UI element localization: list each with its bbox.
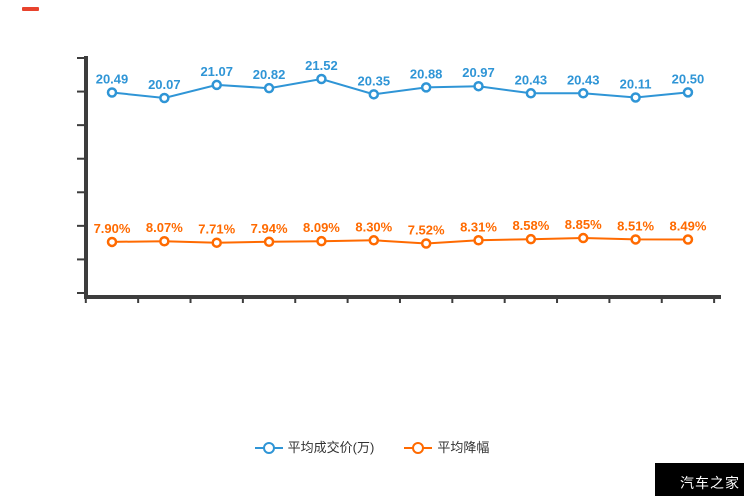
- legend-item-avg-price[interactable]: 平均成交价(万): [254, 440, 375, 455]
- svg-text:7.94%: 7.94%: [251, 221, 288, 236]
- svg-text:8.09%: 8.09%: [303, 220, 340, 235]
- series-1: 7.90% 8.07% 7.71% 7.94% 8.09% 8.30% 7.52% 8.31%…: [94, 217, 707, 249]
- svg-text:20.07: 20.07: [148, 77, 181, 92]
- axes: [77, 56, 721, 303]
- svg-text:8.85%: 8.85%: [565, 217, 602, 232]
- svg-text:7.90%: 7.90%: [94, 221, 131, 236]
- legend-label-avg-discount: 平均降幅: [437, 440, 490, 455]
- chart-legend: 平均成交价(万) 平均降幅: [0, 441, 744, 455]
- svg-text:20.11: 20.11: [620, 76, 652, 91]
- svg-text:8.49%: 8.49%: [670, 219, 707, 234]
- chart-area: 20.49 20.07 21.07 20.82 21.52 20.35 20.88 20.97…: [77, 56, 721, 303]
- legend-label-avg-price: 平均成交价(万): [287, 440, 375, 455]
- svg-text:20.88: 20.88: [410, 66, 443, 81]
- legend-ring-icon: [412, 442, 425, 454]
- svg-text:20.97: 20.97: [462, 65, 495, 80]
- svg-text:20.35: 20.35: [358, 73, 391, 88]
- svg-text:21.52: 21.52: [305, 58, 338, 73]
- line-marker-icon: [404, 441, 433, 455]
- line-marker-icon: [254, 441, 283, 455]
- svg-text:20.49: 20.49: [96, 71, 129, 86]
- svg-text:20.43: 20.43: [515, 72, 548, 87]
- svg-text:8.51%: 8.51%: [617, 218, 654, 233]
- red-dash-mark: [22, 7, 39, 11]
- svg-text:7.52%: 7.52%: [408, 223, 445, 238]
- svg-text:8.07%: 8.07%: [146, 220, 183, 235]
- chart-svg: 20.49 20.07 21.07 20.82 21.52 20.35 20.88 20.97…: [77, 56, 721, 303]
- watermark-autohome: 汽车之家: [655, 463, 744, 496]
- svg-text:20.43: 20.43: [567, 72, 600, 87]
- svg-text:20.82: 20.82: [253, 67, 286, 82]
- svg-text:20.50: 20.50: [672, 71, 705, 86]
- svg-text:21.07: 21.07: [200, 64, 233, 79]
- watermark-text: 汽车之家: [680, 475, 740, 491]
- svg-text:8.31%: 8.31%: [460, 219, 497, 234]
- svg-text:8.30%: 8.30%: [355, 219, 392, 234]
- legend-item-avg-discount[interactable]: 平均降幅: [404, 441, 489, 455]
- legend-ring-icon: [262, 442, 275, 454]
- svg-text:7.71%: 7.71%: [198, 222, 235, 237]
- svg-text:8.58%: 8.58%: [512, 218, 549, 233]
- series-0: 20.49 20.07 21.07 20.82 21.52 20.35 20.88 20.97…: [96, 58, 705, 104]
